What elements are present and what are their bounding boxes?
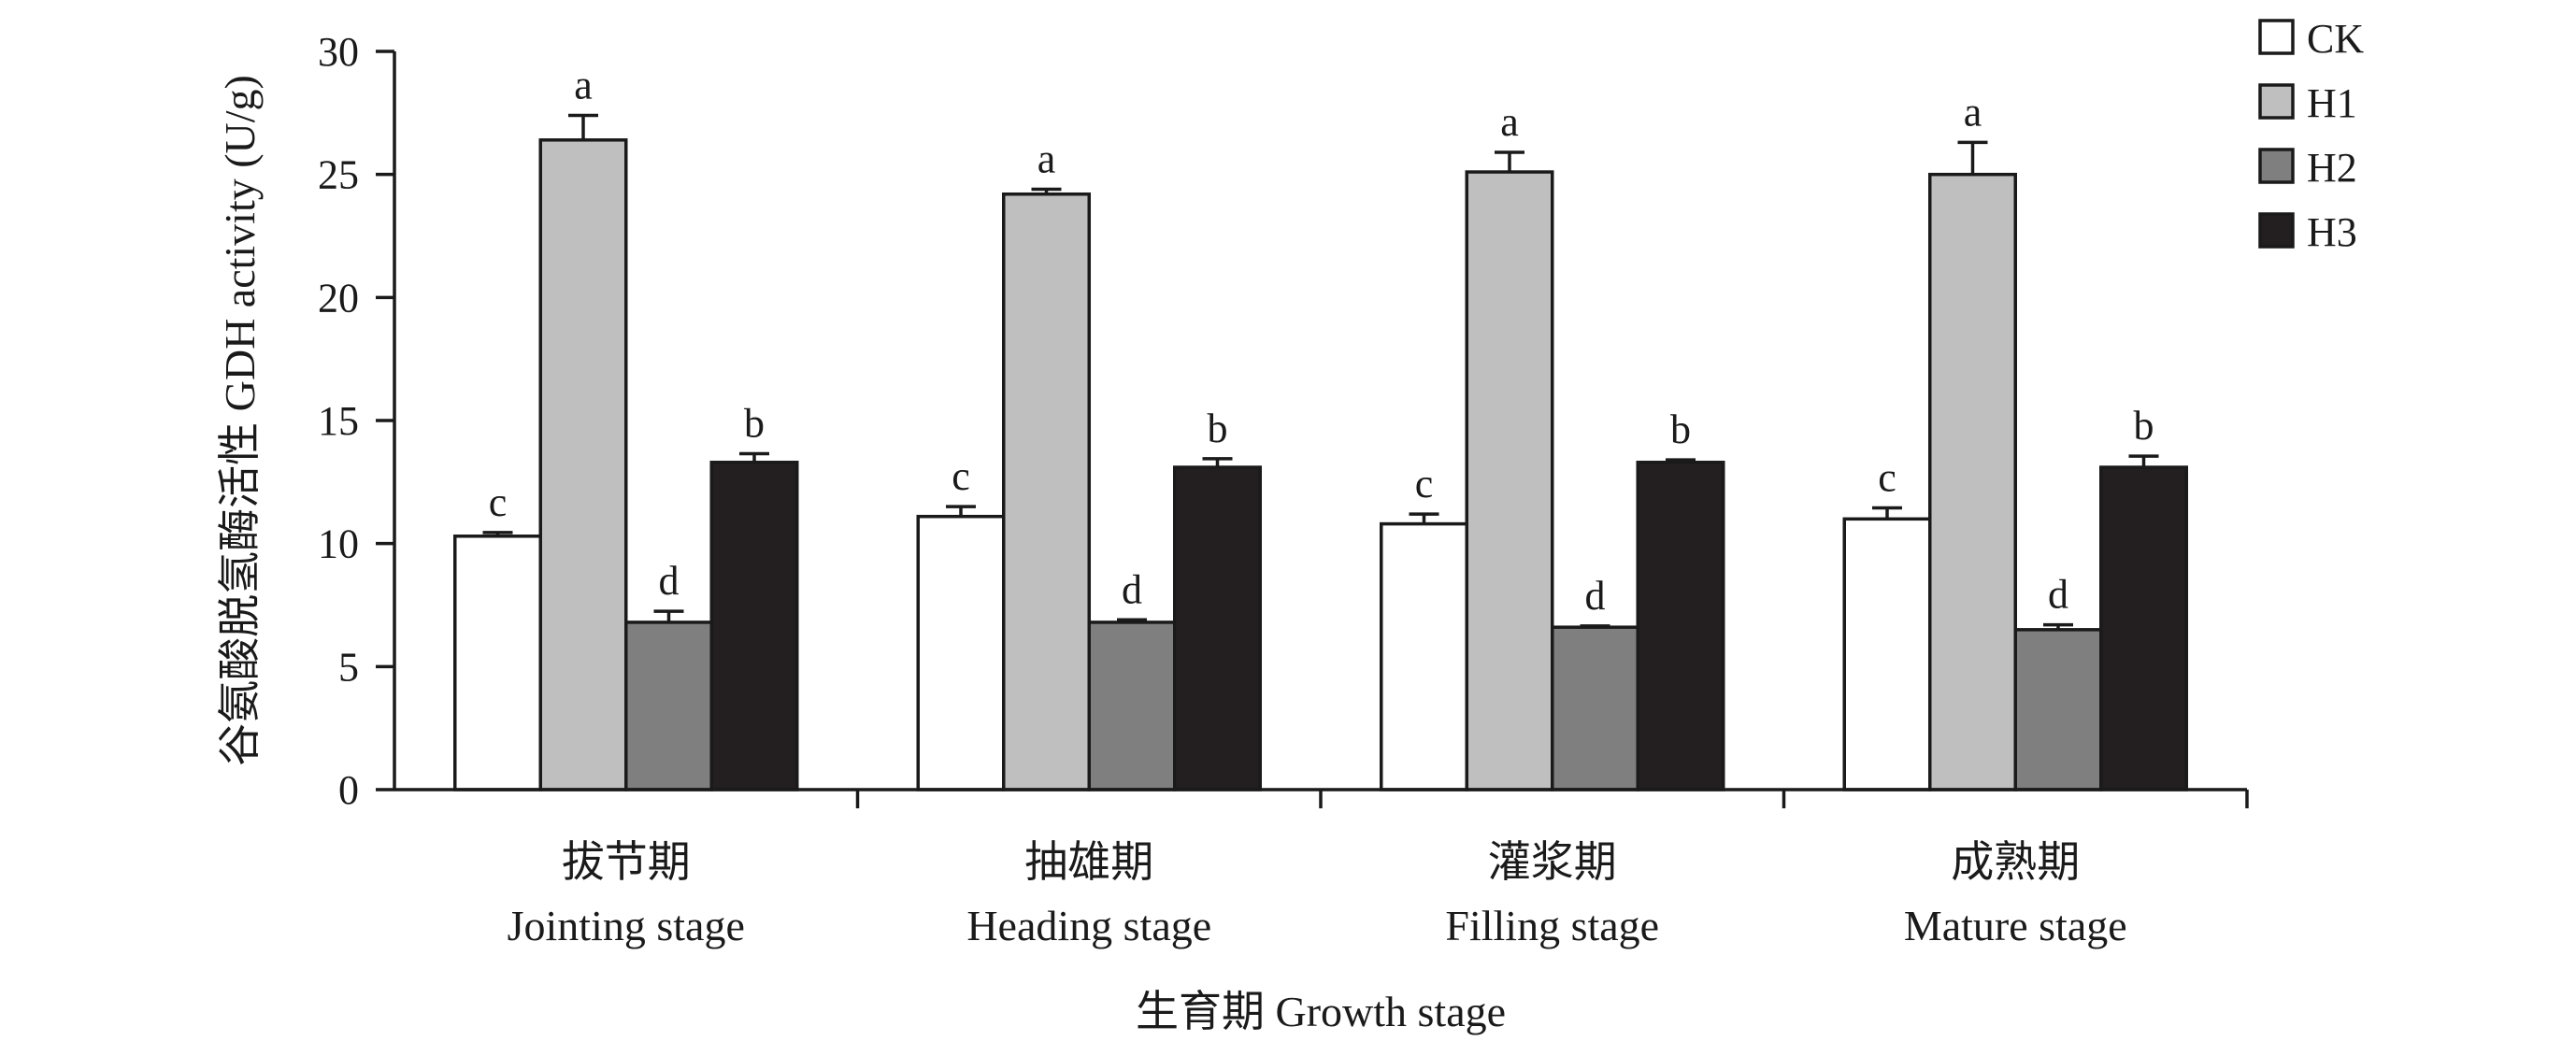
- bar-h2: [2013, 628, 2103, 791]
- significance-label: b: [744, 401, 765, 447]
- legend-label: H3: [2307, 209, 2357, 255]
- bar-h2: [1551, 625, 1639, 791]
- category-label-cn: 拔节期: [562, 838, 691, 886]
- significance-labels: c a d b c a d b c a d b c a d b: [489, 62, 2154, 618]
- category-label-en: Mature stage: [1904, 902, 2127, 949]
- legend-swatch-h2: [2258, 148, 2295, 184]
- category-label-en: Jointing stage: [508, 902, 745, 949]
- legend-swatch-h1: [2258, 83, 2295, 120]
- significance-label: d: [659, 558, 680, 604]
- bar-ck: [1842, 517, 1932, 791]
- y-axis-title: 谷氨酸脱氢酶活性 GDH activity (U/g): [216, 75, 264, 766]
- significance-label: c: [489, 479, 508, 525]
- y-tick-label: 25: [318, 152, 359, 198]
- bar-h1: [1928, 172, 2017, 791]
- bar-h1: [1465, 170, 1554, 791]
- x-axis-title: 生育期 Growth stage: [1136, 988, 1506, 1035]
- legend-label: H1: [2307, 80, 2357, 126]
- bar-h1: [1002, 192, 1091, 791]
- bar-ck: [453, 535, 542, 791]
- category-label-en: Filling stage: [1445, 902, 1659, 949]
- legend-swatch-h3: [2258, 212, 2295, 249]
- significance-label: b: [1670, 406, 1691, 452]
- y-tick-label: 15: [318, 398, 359, 444]
- category-label-cn: 成熟期: [1951, 838, 2080, 886]
- significance-label: d: [1122, 566, 1142, 612]
- significance-label: b: [1208, 406, 1228, 451]
- bar-h2: [1087, 620, 1177, 791]
- bar-h3: [1173, 465, 1262, 791]
- error-bars: [482, 113, 2159, 630]
- legend-label: CK: [2307, 16, 2364, 62]
- legend: CK H1 H2 H3: [2258, 16, 2364, 255]
- y-tick-label: 5: [338, 644, 359, 690]
- bar-h3: [2099, 465, 2188, 791]
- significance-label: d: [1585, 573, 1606, 619]
- legend-swatch-ck: [2258, 19, 2295, 55]
- significance-label: c: [1415, 461, 1434, 506]
- bar-ck: [916, 514, 1006, 791]
- significance-label: a: [1964, 89, 1982, 135]
- category-label-cn: 抽雄期: [1024, 838, 1153, 886]
- bar-series: [453, 138, 2188, 791]
- axes: [393, 51, 2247, 791]
- significance-label: a: [574, 62, 593, 107]
- y-tick-label: 30: [318, 29, 359, 75]
- bar-h2: [624, 620, 713, 791]
- x-axis-ticks: [855, 790, 2249, 808]
- significance-label: c: [1878, 454, 1896, 500]
- y-tick-label: 20: [318, 275, 359, 321]
- category-label-en: Heading stage: [966, 902, 1211, 949]
- bar-h1: [538, 138, 628, 791]
- y-tick-label: 10: [318, 521, 359, 567]
- category-label-cn: 灌浆期: [1488, 838, 1617, 886]
- significance-label: a: [1038, 135, 1056, 181]
- significance-label: a: [1500, 99, 1519, 145]
- significance-label: d: [2048, 572, 2068, 618]
- bar-h3: [709, 461, 799, 791]
- bar-ck: [1380, 521, 1468, 791]
- significance-label: b: [2134, 403, 2154, 449]
- bar-h3: [1636, 461, 1725, 791]
- y-axis-ticks: 0 5 10 15 20 25 30: [318, 29, 394, 813]
- significance-label: c: [952, 453, 970, 499]
- y-tick-label: 0: [338, 767, 359, 813]
- legend-label: H2: [2307, 145, 2357, 191]
- category-labels: 拔节期 Jointing stage 抽雄期 Heading stage 灌浆期 Fill…: [508, 838, 2127, 949]
